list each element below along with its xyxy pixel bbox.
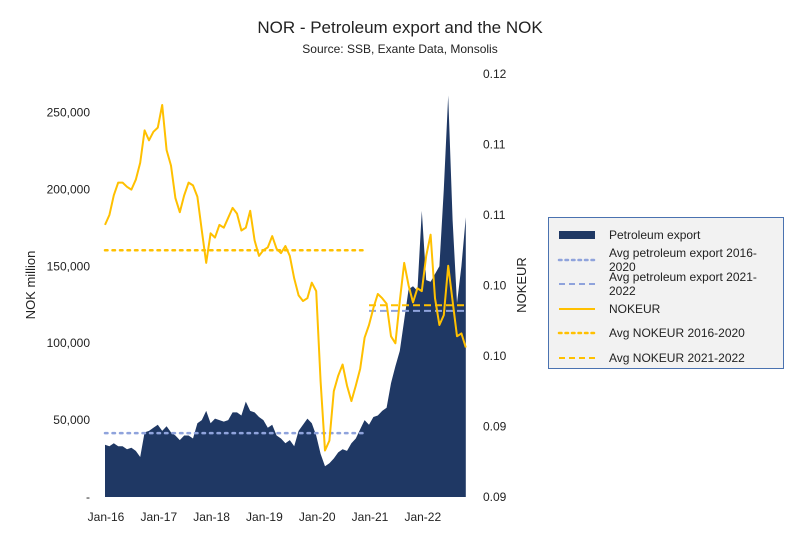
- x-tick-label: Jan-22: [404, 510, 441, 524]
- legend-label: Avg petroleum export 2016-2020: [609, 245, 757, 274]
- y-left-tick-label: 200,000: [47, 182, 91, 196]
- y-right-tick-label: 0.11: [483, 138, 506, 152]
- x-tick-label: Jan-19: [246, 510, 283, 524]
- legend-label: NOKEUR: [609, 301, 661, 316]
- y-right-tick-label: 0.09: [483, 420, 507, 434]
- y-right-tick-label: 0.09: [483, 490, 507, 504]
- legend: Petroleum export Avg petroleum export 20…: [548, 217, 784, 369]
- x-tick-label: Jan-18: [193, 510, 230, 524]
- legend-item-avg-nok-2016-2020: Avg NOKEUR 2016-2020: [557, 321, 783, 346]
- legend-label: Avg NOKEUR 2021-2022: [609, 350, 745, 365]
- legend-label: Avg petroleum export 2021-2022: [609, 270, 757, 299]
- legend-swatch-dashed: [557, 278, 597, 290]
- legend-swatch-dashed: [557, 352, 597, 364]
- y-left-tick-label: -: [86, 490, 90, 504]
- y-left-axis-title: NOK million: [23, 251, 38, 320]
- nokeur-line: [104, 104, 467, 452]
- chart-title: NOR - Petroleum export and the NOK: [257, 18, 543, 37]
- legend-item-avg-pet-2021-2022: Avg petroleum export 2021-2022: [557, 270, 783, 299]
- legend-item-nokeur: NOKEUR: [557, 297, 783, 322]
- legend-swatch-dotted: [557, 254, 597, 266]
- legend-swatch-area: [557, 229, 597, 241]
- legend-item-avg-pet-2016-2020: Avg petroleum export 2016-2020: [557, 245, 783, 274]
- x-tick-label: Jan-20: [299, 510, 336, 524]
- y-left-tick-label: 250,000: [47, 105, 91, 119]
- y-right-axis-title: NOKEUR: [514, 257, 529, 313]
- legend-label: Petroleum export: [609, 228, 701, 243]
- y-right-tick-label: 0.11: [483, 208, 506, 222]
- legend-swatch-line: [557, 303, 597, 315]
- chart-subtitle: Source: SSB, Exante Data, Monsolis: [302, 42, 498, 56]
- y-left-tick-label: 100,000: [47, 336, 91, 350]
- legend-item-petroleum-export: Petroleum export: [557, 223, 783, 248]
- petroleum-export-area: [105, 95, 466, 497]
- x-tick-label: Jan-17: [140, 510, 177, 524]
- legend-item-avg-nok-2021-2022: Avg NOKEUR 2021-2022: [557, 346, 783, 371]
- y-right-tick-label: 0.12: [483, 67, 507, 81]
- legend-label: Avg NOKEUR 2016-2020: [609, 326, 745, 341]
- legend-swatch-dotted: [557, 327, 597, 339]
- y-left-tick-label: 150,000: [47, 259, 91, 273]
- y-right-tick-label: 0.10: [483, 349, 507, 363]
- y-left-tick-label: 50,000: [53, 413, 90, 427]
- x-tick-label: Jan-21: [352, 510, 389, 524]
- y-right-tick-label: 0.10: [483, 279, 507, 293]
- x-tick-label: Jan-16: [88, 510, 125, 524]
